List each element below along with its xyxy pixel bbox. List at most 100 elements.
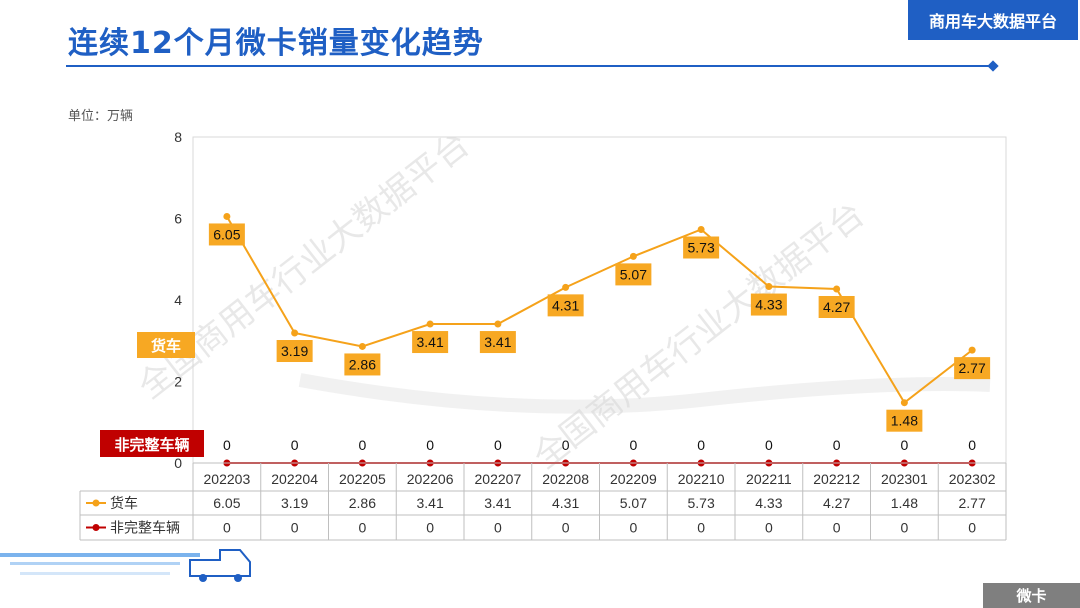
y-tick-label: 2 <box>174 374 182 390</box>
data-point-truck <box>223 212 231 220</box>
data-label-box-truck <box>615 263 652 286</box>
data-label-box-truck <box>954 357 991 380</box>
table-cell-truck: 5.07 <box>620 495 647 511</box>
data-label-truck: 2.77 <box>959 360 986 376</box>
data-label-truck: 3.41 <box>484 334 511 350</box>
x-tick-label: 202205 <box>339 471 386 487</box>
data-label-box-truck <box>208 223 245 246</box>
data-label-truck: 4.27 <box>823 299 850 315</box>
table-cell-truck: 3.19 <box>281 495 308 511</box>
data-label-truck: 2.86 <box>349 356 376 372</box>
data-point-truck <box>765 283 773 291</box>
data-point-truck <box>426 320 434 328</box>
legend-marker-truck <box>92 499 100 507</box>
decorative-swoosh <box>298 373 991 414</box>
data-point-truck <box>562 283 570 291</box>
x-tick-label: 202211 <box>746 471 792 487</box>
data-label-truck: 5.73 <box>688 240 715 256</box>
y-tick-label: 8 <box>174 129 182 145</box>
data-table: 202203 202204 202205 202206 202207 202208 2022… <box>79 462 1007 541</box>
data-label-truck: 4.31 <box>552 297 579 313</box>
table-cell-incomplete-vehicle: 0 <box>494 520 502 536</box>
page-title: 连续12个月微卡销量变化趋势 <box>68 26 484 61</box>
series-name-truck: 货车 <box>151 337 181 355</box>
y-tick-label: 6 <box>174 211 182 227</box>
series-name-box-truck <box>137 332 195 358</box>
table-cell-incomplete-vehicle: 0 <box>697 520 705 536</box>
table-cell-incomplete-vehicle: 0 <box>223 520 231 536</box>
x-tick-label: 202204 <box>271 471 318 487</box>
data-label-incomplete-vehicle: 0 <box>562 437 570 453</box>
y-tick-label: 0 <box>174 455 182 471</box>
data-point-truck <box>968 346 976 354</box>
data-label-box-truck <box>886 409 923 432</box>
data-label-truck: 3.41 <box>417 334 444 350</box>
data-label-truck: 6.05 <box>213 226 240 242</box>
data-label-incomplete-vehicle: 0 <box>697 437 705 453</box>
table-cell-truck: 4.33 <box>755 495 782 511</box>
data-label-incomplete-vehicle: 0 <box>900 437 908 453</box>
data-label-truck: 4.33 <box>755 297 782 313</box>
truck-graphic <box>0 549 251 582</box>
table-cell-truck: 4.27 <box>823 495 850 511</box>
data-label-truck: 3.19 <box>281 343 308 359</box>
title-underline <box>66 65 994 67</box>
data-label-incomplete-vehicle: 0 <box>833 437 841 453</box>
data-label-incomplete-vehicle: 0 <box>968 437 976 453</box>
data-point-truck <box>291 329 299 337</box>
data-label-box-truck <box>412 331 449 354</box>
data-label-incomplete-vehicle: 0 <box>426 437 434 453</box>
table-cell-truck: 3.41 <box>417 495 444 511</box>
y-axis: 0 2 4 6 8 <box>174 129 182 471</box>
footer-category-tag: 微卡 <box>983 583 1080 608</box>
table-cell-incomplete-vehicle: 0 <box>562 520 570 536</box>
x-tick-label: 202206 <box>407 471 454 487</box>
x-tick-label: 202208 <box>542 471 589 487</box>
table-cell-incomplete-vehicle: 0 <box>765 520 773 536</box>
x-tick-label: 202212 <box>813 471 860 487</box>
x-tick-label: 202210 <box>678 471 725 487</box>
data-point-truck <box>833 285 841 293</box>
table-cell-truck: 5.73 <box>688 495 715 511</box>
table-cell-incomplete-vehicle: 0 <box>426 520 434 536</box>
y-tick-label: 4 <box>174 292 182 308</box>
legend-marker-incomplete-vehicle <box>92 524 100 531</box>
data-point-truck <box>494 320 502 328</box>
table-cell-incomplete-vehicle: 0 <box>358 520 366 536</box>
series-name-box-incomplete-vehicle <box>100 430 204 457</box>
table-cell-incomplete-vehicle: 0 <box>833 520 841 536</box>
data-label-incomplete-vehicle: 0 <box>494 437 502 453</box>
data-point-truck <box>697 226 705 234</box>
data-label-box-truck <box>818 295 855 318</box>
data-label-incomplete-vehicle: 0 <box>358 437 366 453</box>
x-tick-label: 202207 <box>475 471 522 487</box>
data-label-incomplete-vehicle: 0 <box>629 437 637 453</box>
series-name-incomplete-vehicle: 非完整车辆 <box>114 436 189 454</box>
x-tick-label: 202203 <box>204 471 251 487</box>
legend-label-incomplete-vehicle: 非完整车辆 <box>110 520 180 536</box>
table-cell-truck: 6.05 <box>213 495 240 511</box>
table-cell-truck: 4.31 <box>552 495 579 511</box>
data-point-truck <box>900 399 908 407</box>
data-label-box-truck <box>344 353 381 376</box>
table-cell-truck: 2.77 <box>959 495 986 511</box>
x-tick-label: 202302 <box>949 471 996 487</box>
data-label-box-truck <box>547 294 584 317</box>
data-label-incomplete-vehicle: 0 <box>765 437 773 453</box>
data-point-truck <box>358 342 366 350</box>
data-point-truck <box>629 252 637 260</box>
data-label-truck: 1.48 <box>891 413 918 429</box>
data-label-box-truck <box>683 236 720 259</box>
data-label-incomplete-vehicle: 0 <box>291 437 299 453</box>
table-cell-truck: 1.48 <box>891 495 918 511</box>
table-cell-incomplete-vehicle: 0 <box>629 520 637 536</box>
watermark-text-1: 全国商用车行业大数据平台 <box>132 125 477 406</box>
table-cell-incomplete-vehicle: 0 <box>900 520 908 536</box>
data-label-box-truck <box>479 331 516 354</box>
x-tick-label: 202301 <box>881 471 928 487</box>
data-label-truck: 5.07 <box>620 266 647 282</box>
data-label-box-truck <box>276 340 313 363</box>
legend-label-truck: 货车 <box>110 495 138 511</box>
